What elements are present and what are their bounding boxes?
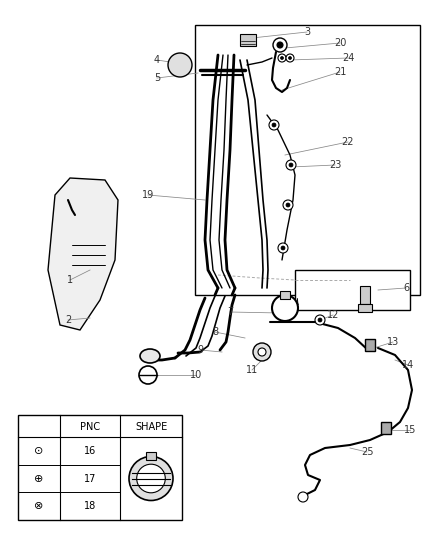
Text: 3: 3 (304, 27, 310, 37)
Circle shape (289, 163, 293, 167)
Circle shape (129, 456, 173, 500)
Text: 12: 12 (327, 310, 339, 320)
Text: 10: 10 (190, 370, 202, 380)
Text: 13: 13 (387, 337, 399, 347)
Text: 1: 1 (67, 275, 73, 285)
Text: 21: 21 (334, 67, 346, 77)
Text: 23: 23 (329, 160, 341, 170)
Bar (365, 339, 375, 351)
Circle shape (286, 160, 296, 170)
Text: 22: 22 (342, 137, 354, 147)
Text: 17: 17 (84, 473, 96, 483)
Text: 25: 25 (361, 447, 373, 457)
Text: ⊙: ⊙ (34, 446, 44, 456)
Bar (381, 422, 391, 434)
Bar (358, 304, 372, 312)
Circle shape (281, 246, 285, 250)
Circle shape (272, 123, 276, 127)
Text: 18: 18 (84, 501, 96, 511)
Bar (195, 25, 420, 295)
Text: 7: 7 (227, 307, 233, 317)
Text: 19: 19 (142, 190, 154, 200)
Bar (18, 415, 182, 520)
Text: 15: 15 (404, 425, 416, 435)
Circle shape (318, 318, 322, 322)
Bar (240, 34, 256, 46)
Bar (295, 270, 410, 310)
Text: 11: 11 (246, 365, 258, 375)
Text: 16: 16 (84, 446, 96, 456)
Circle shape (278, 54, 286, 62)
Text: 4: 4 (154, 55, 160, 65)
Text: 9: 9 (197, 345, 203, 355)
Bar (146, 451, 156, 459)
Circle shape (289, 56, 292, 60)
Text: 24: 24 (342, 53, 354, 63)
Text: 20: 20 (334, 38, 346, 48)
Text: 5: 5 (154, 73, 160, 83)
Ellipse shape (140, 349, 160, 363)
Text: SHAPE: SHAPE (135, 422, 167, 432)
Text: PNC: PNC (80, 422, 100, 432)
Text: 6: 6 (403, 283, 409, 293)
Circle shape (272, 295, 298, 321)
Circle shape (273, 38, 287, 52)
Circle shape (277, 42, 283, 48)
Circle shape (168, 53, 192, 77)
Bar (280, 291, 290, 299)
Circle shape (315, 315, 325, 325)
Circle shape (286, 54, 294, 62)
Circle shape (269, 120, 279, 130)
Circle shape (286, 203, 290, 207)
Text: 14: 14 (402, 360, 414, 370)
Circle shape (278, 243, 288, 253)
Circle shape (283, 200, 293, 210)
Text: 2: 2 (65, 315, 71, 325)
Circle shape (253, 343, 271, 361)
Circle shape (139, 366, 157, 384)
Bar (360, 286, 370, 304)
Text: ⊕: ⊕ (34, 473, 44, 483)
Text: 8: 8 (212, 327, 218, 337)
Circle shape (258, 348, 266, 356)
Circle shape (137, 464, 165, 493)
Circle shape (298, 492, 308, 502)
Polygon shape (48, 178, 118, 330)
Circle shape (280, 56, 283, 60)
Text: ⊗: ⊗ (34, 501, 44, 511)
